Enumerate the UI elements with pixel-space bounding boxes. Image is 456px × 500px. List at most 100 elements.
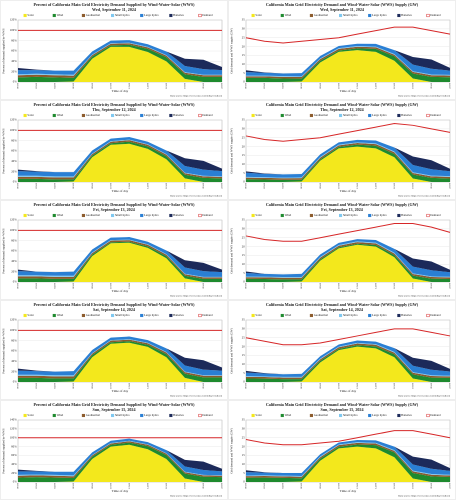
legend-label: Large hydro <box>372 113 387 117</box>
y-tick-label: 20% <box>11 69 17 73</box>
x-tick-label: 18:00 <box>411 382 414 388</box>
stacked-area <box>246 346 450 382</box>
y-tick-label: 5 <box>243 471 245 475</box>
legend-label: Batteries <box>401 13 412 17</box>
x-tick-label: 02:00 <box>35 482 38 488</box>
legend-label: Large hydro <box>372 213 387 217</box>
legend-label: Large hydro <box>144 413 159 417</box>
y-tick-label: 80% <box>11 338 17 342</box>
y-tick-label: 10 <box>242 162 246 166</box>
source-note: Data source: https://www.caiso.com/today… <box>170 395 223 398</box>
y-tick-label: 20% <box>11 269 17 273</box>
legend-swatch <box>111 13 115 18</box>
legend-label: Solar <box>27 313 33 317</box>
x-tick-label: 16:00 <box>165 182 168 188</box>
y-tick-label: 15 <box>242 53 246 57</box>
x-tick-label: 14:00 <box>374 82 377 88</box>
legend-swatch <box>251 413 255 418</box>
legend-swatch <box>198 313 202 318</box>
y-tick-label: 35 <box>242 118 246 122</box>
x-tick-label: 18:00 <box>183 382 186 388</box>
legend-swatch <box>339 13 343 18</box>
x-tick-label: 22:00 <box>221 482 224 488</box>
chart-subtitle: Sun, September 15, 2024 <box>320 407 363 412</box>
y-tick-label: 40% <box>11 462 17 466</box>
legend-swatch <box>368 213 372 218</box>
legend-swatch <box>280 413 284 418</box>
stacked-area <box>246 239 450 275</box>
legend-swatch <box>251 213 255 218</box>
x-tick-label: 06:00 <box>72 382 75 388</box>
legend-label: Demand <box>202 13 213 17</box>
legend-label: Large hydro <box>144 213 159 217</box>
x-tick-label: 08:00 <box>319 382 322 388</box>
legend-label: Large hydro <box>372 413 387 417</box>
x-tick-label: 02:00 <box>35 282 38 288</box>
y-tick-label: 25 <box>242 335 246 339</box>
chart-subtitle: Wed, September 11, 2024 <box>320 7 364 12</box>
x-tick-label: 22:00 <box>221 182 224 188</box>
x-tick-label: 04:00 <box>282 482 285 488</box>
legend-label: Demand <box>430 313 441 317</box>
chart-subtitle: Fri, September 13, 2024 <box>93 207 135 212</box>
stacked-area <box>18 46 222 82</box>
legend-label: Small hydro <box>343 13 358 17</box>
x-tick-label: 18:00 <box>183 482 186 488</box>
legend-swatch <box>251 113 255 118</box>
x-tick-label: 06:00 <box>72 282 75 288</box>
legend-swatch <box>81 313 85 318</box>
stacked-area <box>246 340 450 377</box>
x-tick-label: 22:00 <box>221 282 224 288</box>
x-tick-label: 04:00 <box>282 382 285 388</box>
legend-label: Geothermal <box>86 13 100 17</box>
legend-label: Large hydro <box>144 13 159 17</box>
y-axis-label: Percent of demand supplied by WWS <box>2 428 6 474</box>
legend-label: Wind <box>285 213 292 217</box>
y-tick-label: 5 <box>243 71 245 75</box>
source-note: Data source: https://www.caiso.com/today… <box>398 295 451 298</box>
y-tick-label: 0% <box>13 180 18 184</box>
stacked-area <box>18 438 222 476</box>
legend-label: Small hydro <box>343 113 358 117</box>
y-tick-label: 15 <box>242 353 246 357</box>
x-tick-label: 04:00 <box>54 182 57 188</box>
legend-swatch <box>81 213 85 218</box>
y-tick-label: 120% <box>10 18 18 22</box>
legend-label: Batteries <box>173 313 184 317</box>
legend-label: Wind <box>285 413 292 417</box>
legend-swatch <box>23 313 27 318</box>
x-tick-label: 04:00 <box>54 482 57 488</box>
legend-swatch <box>111 113 115 118</box>
legend-swatch <box>23 13 27 18</box>
y-tick-label: 10 <box>242 262 246 266</box>
legend-swatch <box>169 313 173 318</box>
legend-label: Geothermal <box>314 313 328 317</box>
x-axis-label: Time of day <box>340 89 357 93</box>
legend-swatch <box>426 213 430 218</box>
y-tick-label: 80% <box>11 238 17 242</box>
stacked-area <box>18 444 222 482</box>
source-note: Data source: https://www.caiso.com/today… <box>170 195 223 198</box>
y-tick-label: 60% <box>11 149 17 153</box>
legend-swatch <box>111 313 115 318</box>
source-note: Data source: https://www.caiso.com/today… <box>398 195 451 198</box>
x-tick-label: 20:00 <box>202 282 205 288</box>
source-note: Data source: https://www.caiso.com/today… <box>170 495 223 498</box>
y-tick-label: 0% <box>13 480 18 484</box>
legend-swatch <box>309 213 313 218</box>
legend-swatch <box>280 113 284 118</box>
x-tick-label: 14:00 <box>146 382 149 388</box>
x-tick-label: 08:00 <box>91 482 94 488</box>
x-tick-label: 14:00 <box>374 282 377 288</box>
legend-swatch <box>309 13 313 18</box>
stacked-area <box>18 137 222 173</box>
y-tick-label: 10 <box>242 62 246 66</box>
x-tick-label: 10:00 <box>337 82 340 88</box>
y-tick-label: 35 <box>242 218 246 222</box>
legend-swatch <box>23 213 27 218</box>
legend-label: Demand <box>430 113 441 117</box>
y-tick-label: 120% <box>10 318 18 322</box>
x-tick-label: 20:00 <box>430 482 433 488</box>
stacked-area <box>246 440 450 476</box>
x-tick-label: 00:00 <box>245 82 248 88</box>
